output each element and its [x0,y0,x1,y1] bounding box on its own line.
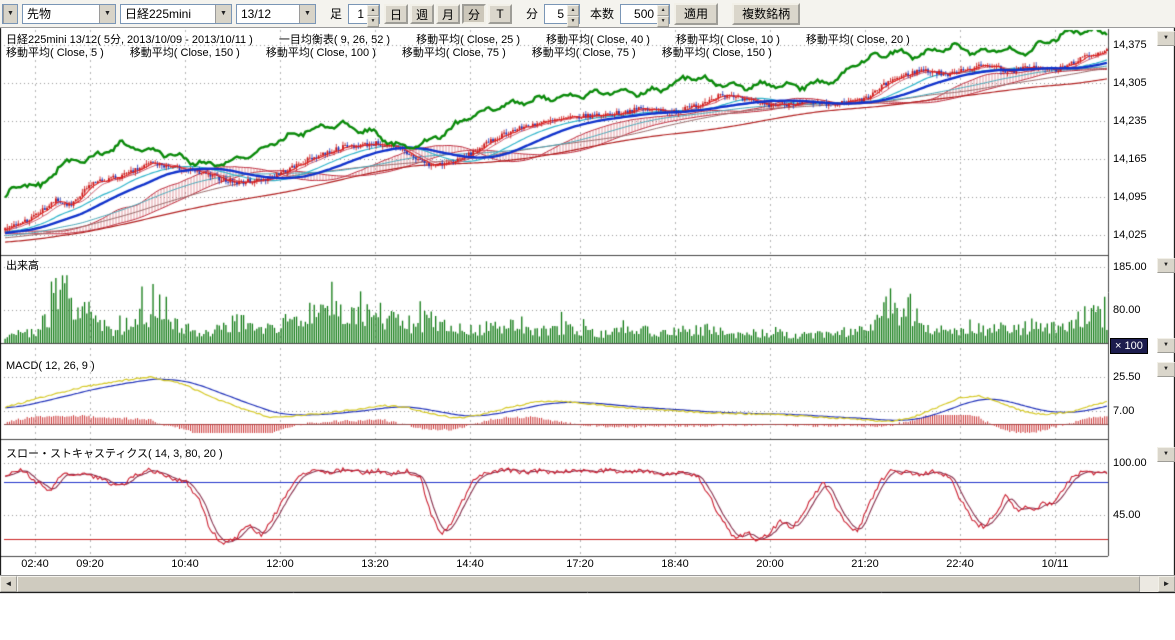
x-axis-label: 13:20 [361,558,389,570]
scroll-right-button[interactable]: ► [1158,576,1175,592]
period-button-1[interactable]: 週 [410,4,434,24]
symbol-select[interactable]: 日経225mini ▼ [120,4,232,24]
price-tick-label: 14,235 [1113,115,1161,127]
period-button-group: 日週月分T [384,4,512,24]
scroll-left-button[interactable]: ◄ [0,576,17,592]
price-tick-label: 14,165 [1113,153,1161,165]
apply-button[interactable]: 適用 [674,3,718,25]
contract-select[interactable]: 13/12 ▼ [236,4,316,24]
minute-value: 5 [545,5,567,23]
x-axis-label: 17:20 [566,558,594,570]
panel-dropdown-button-price[interactable]: ▼ [1157,31,1175,46]
indicator-label: 移動平均( Close, 75 ) [532,44,636,60]
bar-count-value: 1 [349,5,367,23]
scroll-thumb[interactable] [17,576,1140,592]
multi-symbol-button[interactable]: 複数銘柄 [732,3,800,25]
spin-down-icon[interactable]: ▼ [657,16,669,27]
panel-dropdown-button-macd[interactable]: ▼ [1157,362,1175,377]
minute-spinner[interactable]: 5 ▲▼ [544,4,580,24]
x-axis-label: 09:20 [76,558,104,570]
price-tick-label: 14,025 [1113,229,1161,241]
spin-up-icon[interactable]: ▲ [657,5,669,16]
macd-tick-label: 25.50 [1113,371,1161,383]
indicator-label: 移動平均( Close, 100 ) [266,44,376,60]
market-select[interactable]: 先物 ▼ [22,4,116,24]
x-axis-label: 02:40 [21,558,49,570]
bar-count-spinner[interactable]: 1 ▲▼ [348,4,380,24]
chart-canvas[interactable] [0,0,1175,640]
horizontal-scrollbar[interactable]: ◄ ► [0,575,1175,592]
chevron-down-icon[interactable]: ▼ [3,5,17,23]
spin-up-icon[interactable]: ▲ [367,5,379,16]
market-select-value: 先物 [23,5,99,22]
volume-tick-label: 185.00 [1113,261,1161,273]
minute-label: 分 [526,5,538,22]
indicator-label: 移動平均( Close, 20 ) [806,31,910,47]
period-button-4[interactable]: T [488,4,512,24]
indicator-label: 移動平均( Close, 5 ) [6,44,104,60]
indicator-header-line2: 移動平均( Close, 5 ) 移動平均( Close, 150 ) 移動平均( … [6,44,772,60]
indicator-label: 移動平均( Close, 75 ) [402,44,506,60]
stoch-tick-label: 45.00 [1113,509,1161,521]
bar-type-label: 足 [330,5,342,22]
count-label: 本数 [590,5,614,22]
stoch-panel-label: スロー・ストキャスティクス( 14, 3, 80, 20 ) [6,445,223,461]
symbol-select-value: 日経225mini [121,5,215,22]
x-axis-label: 20:00 [756,558,784,570]
x-axis-label: 14:40 [456,558,484,570]
count-spinner[interactable]: 500 ▲▼ [620,4,670,24]
stoch-tick-label: 100.00 [1113,457,1161,469]
macd-tick-label: 7.00 [1113,405,1161,417]
toolbar: ▼ 先物 ▼ 日経225mini ▼ 13/12 ▼ 足 1 ▲▼ 日週月分T … [0,0,1175,28]
chevron-down-icon[interactable]: ▼ [215,5,231,23]
price-tick-label: 14,375 [1113,39,1161,51]
period-button-3[interactable]: 分 [462,4,486,24]
count-value: 500 [621,5,657,23]
panel-dropdown-button-volume[interactable]: ▼ [1157,258,1175,273]
macd-panel-label: MACD( 12, 26, 9 ) [6,360,95,372]
x-axis-label: 21:20 [851,558,879,570]
indicator-label: 移動平均( Close, 150 ) [662,44,772,60]
volume-panel-label: 出来高 [6,257,39,273]
x-axis-label: 22:40 [946,558,974,570]
leftmost-combo[interactable]: ▼ [2,4,18,24]
chevron-down-icon[interactable]: ▼ [99,5,115,23]
spin-down-icon[interactable]: ▼ [367,16,379,27]
volume-tick-label: 80.00 [1113,304,1161,316]
spin-up-icon[interactable]: ▲ [567,5,579,16]
chart-app-window: ▼ 先物 ▼ 日経225mini ▼ 13/12 ▼ 足 1 ▲▼ 日週月分T … [0,0,1175,640]
period-button-0[interactable]: 日 [384,4,408,24]
x-axis-label: 10/11 [1042,558,1069,570]
volume-unit-badge: × 100 [1110,338,1148,354]
spin-down-icon[interactable]: ▼ [567,16,579,27]
period-button-2[interactable]: 月 [436,4,460,24]
panel-dropdown-button-stoch[interactable]: ▼ [1157,447,1175,462]
chevron-down-icon[interactable]: ▼ [299,5,315,23]
x-axis-label: 18:40 [661,558,689,570]
x-axis-label: 10:40 [171,558,199,570]
contract-select-value: 13/12 [237,7,299,21]
panel-dropdown-button-volume-unit[interactable]: ▼ [1157,338,1175,353]
price-tick-label: 14,095 [1113,191,1161,203]
x-axis-label: 12:00 [266,558,294,570]
indicator-label: 移動平均( Close, 150 ) [130,44,240,60]
price-tick-label: 14,305 [1113,77,1161,89]
